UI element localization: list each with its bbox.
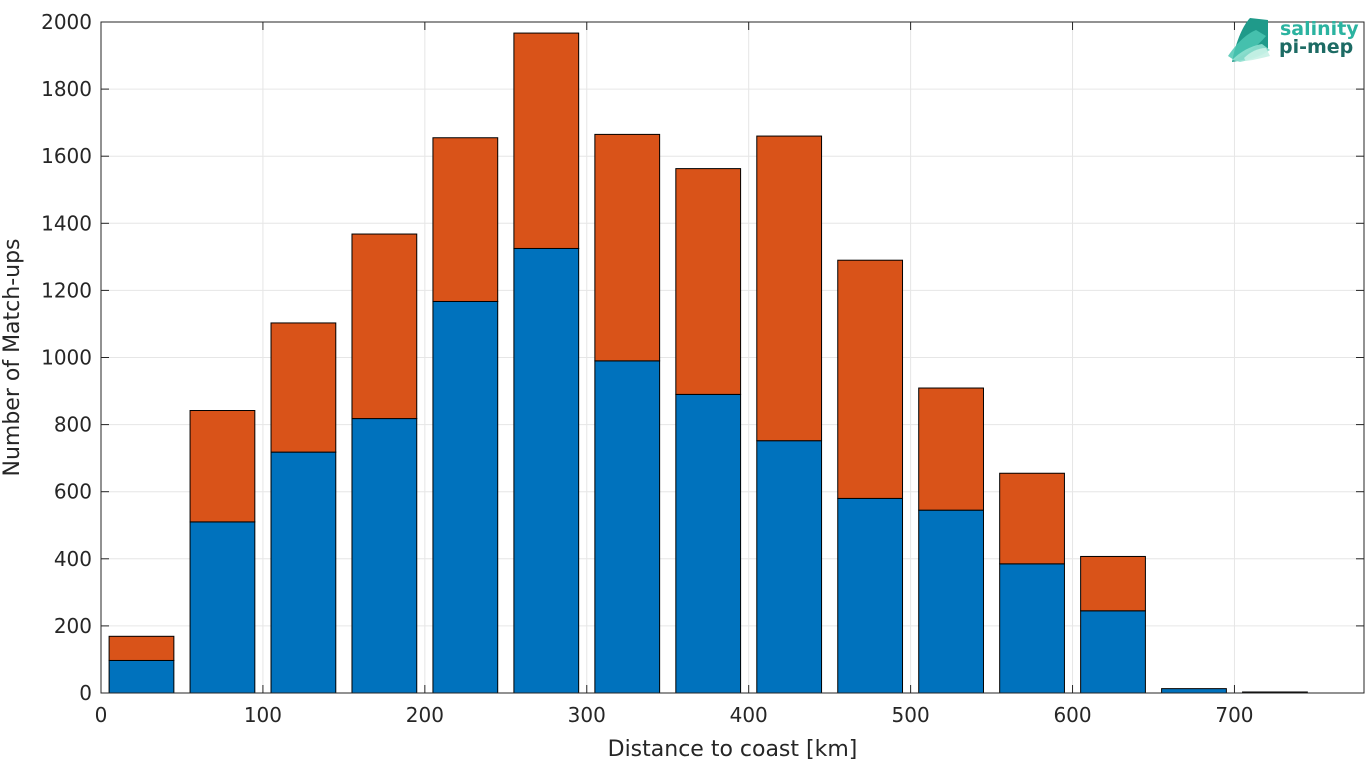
x-tick-label: 200 — [406, 703, 444, 727]
x-axis-title: Distance to coast [km] — [608, 737, 858, 761]
y-tick-label: 1600 — [41, 144, 92, 168]
x-tick-label: 300 — [568, 703, 606, 727]
y-tick-label: 1200 — [41, 278, 92, 302]
wave-logo-icon — [1228, 18, 1270, 62]
bar-segment-series-1 — [1080, 610, 1146, 694]
x-tick-label: 700 — [1215, 703, 1253, 727]
bar-segment-series-2 — [837, 259, 904, 499]
bar-segment-series-2 — [756, 135, 823, 442]
bar-segment-series-1 — [1161, 688, 1227, 694]
bar-segment-series-1 — [432, 300, 499, 694]
y-tick-label: 1800 — [41, 77, 92, 101]
bar-segment-series-1 — [513, 247, 580, 694]
bar-segment-series-2 — [918, 387, 984, 511]
bar-segment-series-1 — [108, 659, 175, 694]
bar-segment-series-1 — [918, 509, 984, 694]
x-tick-label: 100 — [244, 703, 282, 727]
bar-segment-series-1 — [351, 418, 418, 694]
bar-segment-series-1 — [675, 393, 742, 694]
y-tick-label: 200 — [54, 614, 92, 638]
y-tick-label: 2000 — [41, 10, 92, 34]
y-tick-label: 0 — [79, 681, 92, 705]
bar-segment-series-2 — [999, 472, 1065, 565]
x-tick-label: 600 — [1053, 703, 1091, 727]
bar-segment-series-1 — [594, 360, 661, 694]
bar-segment-series-1 — [189, 521, 256, 694]
y-tick-label: 600 — [54, 480, 92, 504]
logo-text-pi-mep: pi-mep — [1279, 36, 1353, 58]
y-tick-label: 400 — [54, 547, 92, 571]
bars — [108, 32, 1308, 694]
bar-segment-series-2 — [513, 32, 580, 249]
bar-segment-series-1 — [837, 497, 904, 694]
bar-segment-series-2 — [432, 137, 499, 302]
bar-segment-series-2 — [108, 635, 175, 661]
y-tick-label: 800 — [54, 413, 92, 437]
logo-text-salinity: salinity — [1280, 18, 1359, 40]
bar-segment-series-2 — [270, 322, 337, 453]
ticks: 0 100 200 300 400 500 600 700 0 200 400 600 800 1000 1… — [41, 10, 1364, 727]
bar-segment-series-2 — [594, 133, 661, 362]
bar-segment-series-2 — [189, 410, 256, 523]
y-tick-label: 1000 — [41, 346, 92, 370]
bar-segment-series-1 — [270, 451, 337, 694]
x-tick-label: 500 — [892, 703, 930, 727]
bar-segment-series-2 — [351, 233, 418, 420]
bar-segment-series-2 — [1080, 555, 1146, 612]
x-tick-label: 0 — [95, 703, 108, 727]
bar-segment-series-1 — [999, 563, 1065, 694]
salinity-pi-mep-logo: salinity pi-mep — [1228, 18, 1359, 62]
y-axis-title: Number of Match-ups — [0, 238, 25, 476]
bar-segment-series-2 — [675, 168, 742, 395]
x-tick-label: 400 — [730, 703, 768, 727]
bar-segment-series-1 — [756, 440, 823, 694]
y-tick-label: 1400 — [41, 211, 92, 235]
